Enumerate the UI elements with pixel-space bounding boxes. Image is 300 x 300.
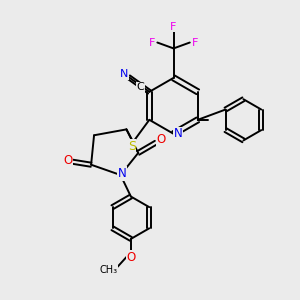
Text: CH₃: CH₃ [100,265,118,275]
Text: F: F [149,38,155,47]
Text: N: N [120,69,128,79]
Text: O: O [63,154,72,167]
Text: S: S [128,140,136,153]
Text: N: N [174,127,182,140]
Text: F: F [192,38,198,47]
Text: O: O [157,133,166,146]
Text: O: O [126,251,136,264]
Text: N: N [118,167,126,180]
Text: C: C [136,82,144,92]
Text: F: F [170,22,177,32]
